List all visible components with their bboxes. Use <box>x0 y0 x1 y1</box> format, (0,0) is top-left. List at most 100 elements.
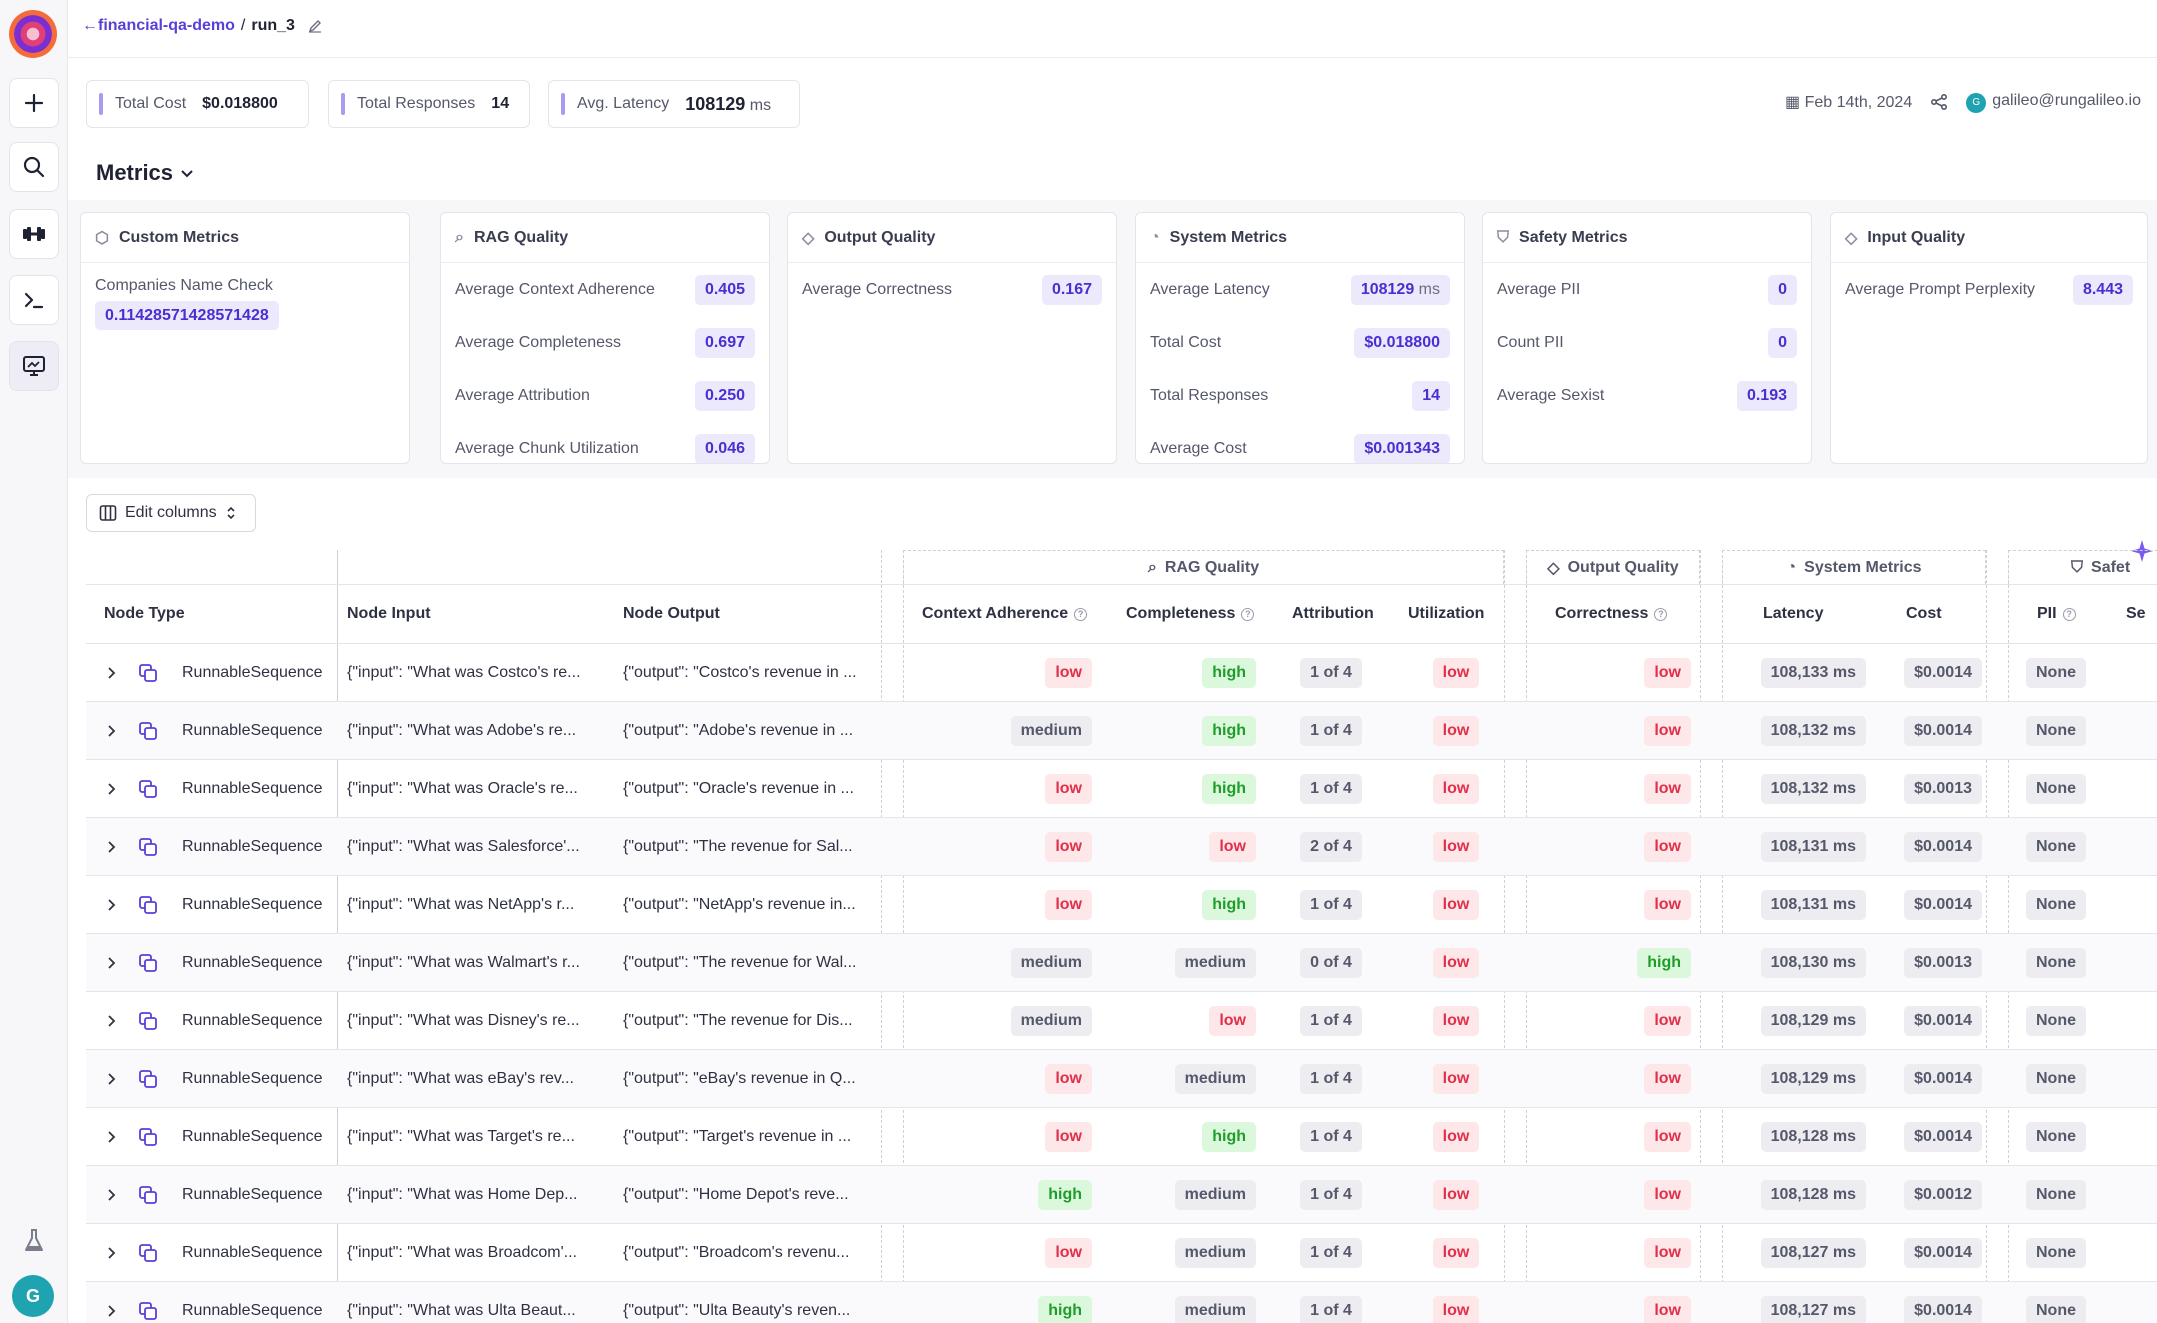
attribution-badge: 1 of 4 <box>1300 1237 1362 1268</box>
node-type: RunnableSequence <box>182 1127 323 1145</box>
cost-badge: $0.0013 <box>1904 773 1982 804</box>
col-context-adherence[interactable]: Context Adherence? <box>922 585 1088 643</box>
metric-row: Average Cost $0.001343 <box>1136 422 1464 463</box>
metric-row: Average PII 0 <box>1483 263 1811 316</box>
pii-badge: None <box>2026 831 2086 862</box>
table-row[interactable]: RunnableSequence {"input": "What was Sale… <box>86 818 2157 876</box>
expand-chevron-icon[interactable] <box>104 1282 118 1323</box>
node-output: {"output": "The revenue for Sal... <box>623 837 853 855</box>
attribution-badge: 1 of 4 <box>1300 773 1362 804</box>
expand-chevron-icon[interactable] <box>104 1166 118 1223</box>
edit-columns-button[interactable]: Edit columns <box>86 494 256 532</box>
col-node-input[interactable]: Node Input <box>347 605 431 622</box>
table-row[interactable]: RunnableSequence {"input": "What was Walm… <box>86 934 2157 992</box>
expand-chevron-icon[interactable] <box>104 992 118 1049</box>
node-output: {"output": "Costco's revenue in ... <box>623 663 857 681</box>
node-output: {"output": "eBay's revenue in Q... <box>623 1069 856 1087</box>
metric-value: 8.443 <box>2072 274 2133 305</box>
metrics-toggle[interactable]: Metrics <box>96 160 195 186</box>
metric-value: 0.250 <box>694 380 755 411</box>
col-utilization[interactable]: Utilization <box>1408 605 1485 622</box>
sidebar-train-button[interactable] <box>9 209 59 259</box>
metric-row: Average Completeness 0.697 <box>441 316 769 369</box>
pii-badge: None <box>2026 657 2086 688</box>
table-row[interactable]: RunnableSequence {"input": "What was eBay… <box>86 1050 2157 1108</box>
sequence-icon <box>138 1282 158 1323</box>
back-arrow-icon: ← <box>82 17 98 34</box>
context-adherence-badge: low <box>1045 889 1092 920</box>
attribution-badge: 2 of 4 <box>1300 831 1362 862</box>
correctness-badge: low <box>1644 1295 1691 1323</box>
col-sexist[interactable]: Se <box>2126 605 2146 622</box>
share-icon[interactable] <box>1930 93 1948 111</box>
cost-badge: $0.0014 <box>1904 1005 1982 1036</box>
card-custom-metrics: ⬡ Custom Metrics Companies Name Check 0.1… <box>80 212 410 464</box>
group-system-metrics: ◔ System Metrics <box>1722 550 1986 584</box>
cost-badge: $0.0014 <box>1904 889 1982 920</box>
metric-value: 0.193 <box>1736 380 1797 411</box>
table-row[interactable]: RunnableSequence {"input": "What was Broa… <box>86 1224 2157 1282</box>
latency-badge: 108,127 ms <box>1760 1237 1866 1268</box>
table-row[interactable]: RunnableSequence {"input": "What was Home… <box>86 1166 2157 1224</box>
user-avatar[interactable]: G <box>12 1275 54 1317</box>
col-completeness[interactable]: Completeness? <box>1126 585 1255 643</box>
stat-total-responses: Total Responses 14 <box>328 80 530 128</box>
metric-row: Average Attribution 0.250 <box>441 369 769 422</box>
attribution-badge: 1 of 4 <box>1300 715 1362 746</box>
expand-chevron-icon[interactable] <box>104 1224 118 1281</box>
col-correctness[interactable]: Correctness? <box>1555 585 1668 643</box>
expand-chevron-icon[interactable] <box>104 1050 118 1107</box>
flask-icon[interactable] <box>22 1228 46 1254</box>
sparkle-icon[interactable] <box>2129 538 2155 564</box>
node-type: RunnableSequence <box>182 1069 323 1087</box>
col-node-type[interactable]: Node Type <box>104 605 185 622</box>
col-node-output[interactable]: Node Output <box>623 605 720 622</box>
expand-chevron-icon[interactable] <box>104 876 118 933</box>
edit-icon[interactable] <box>307 18 323 34</box>
context-adherence-badge: medium <box>1010 715 1092 746</box>
node-input: {"input": "What was Broadcom'... <box>347 1243 577 1261</box>
table-row[interactable]: RunnableSequence {"input": "What was Targ… <box>86 1108 2157 1166</box>
latency-badge: 108,130 ms <box>1760 947 1866 978</box>
expand-chevron-icon[interactable] <box>104 760 118 817</box>
expand-chevron-icon[interactable] <box>104 702 118 759</box>
chevron-updown-icon <box>227 506 235 520</box>
table-row[interactable]: RunnableSequence {"input": "What was Disn… <box>86 992 2157 1050</box>
col-cost[interactable]: Cost <box>1906 605 1942 622</box>
latency-badge: 108,132 ms <box>1760 715 1866 746</box>
diamond-icon: ◇ <box>802 229 815 247</box>
search-doc-icon: ⌕ <box>1147 558 1157 576</box>
breadcrumb-project-link[interactable]: ←financial-qa-demo <box>82 17 235 34</box>
sidebar-search-button[interactable] <box>9 142 59 192</box>
expand-chevron-icon[interactable] <box>104 644 118 701</box>
table-row[interactable]: RunnableSequence {"input": "What was Ulta… <box>86 1282 2157 1323</box>
pii-badge: None <box>2026 947 2086 978</box>
table-row[interactable]: RunnableSequence {"input": "What was Orac… <box>86 760 2157 818</box>
col-latency[interactable]: Latency <box>1763 605 1824 622</box>
traces-table: ⌕ RAG Quality ◇ Output Quality ◔ System Met… <box>86 550 2157 1323</box>
expand-chevron-icon[interactable] <box>104 934 118 991</box>
sidebar-monitor-button[interactable] <box>9 341 59 391</box>
latency-badge: 108,131 ms <box>1760 889 1866 920</box>
attribution-badge: 1 of 4 <box>1300 1063 1362 1094</box>
galileo-logo[interactable] <box>9 10 57 58</box>
correctness-badge: low <box>1644 889 1691 920</box>
node-output: {"output": "Home Depot's reve... <box>623 1185 849 1203</box>
stat-value: 14 <box>491 95 510 112</box>
metric-row: Total Responses 14 <box>1136 369 1464 422</box>
table-row[interactable]: RunnableSequence {"input": "What was Cost… <box>86 644 2157 702</box>
col-pii[interactable]: PII? <box>2037 585 2076 643</box>
col-attribution[interactable]: Attribution <box>1292 605 1374 622</box>
sidebar-new-button[interactable] <box>9 78 59 128</box>
shield-icon: ⛉ <box>1497 228 1510 246</box>
card-system-metrics: ◔ System Metrics Average Latency 108129 ms… <box>1135 212 1465 464</box>
table-row[interactable]: RunnableSequence {"input": "What was Adob… <box>86 702 2157 760</box>
node-output: {"output": "The revenue for Dis... <box>623 1011 853 1029</box>
expand-chevron-icon[interactable] <box>104 818 118 875</box>
correctness-badge: low <box>1644 715 1691 746</box>
expand-chevron-icon[interactable] <box>104 1108 118 1165</box>
completeness-badge: high <box>1202 889 1256 920</box>
gauge-icon: ◔ <box>1786 558 1797 576</box>
table-row[interactable]: RunnableSequence {"input": "What was NetA… <box>86 876 2157 934</box>
sidebar-prompt-button[interactable] <box>9 275 59 325</box>
